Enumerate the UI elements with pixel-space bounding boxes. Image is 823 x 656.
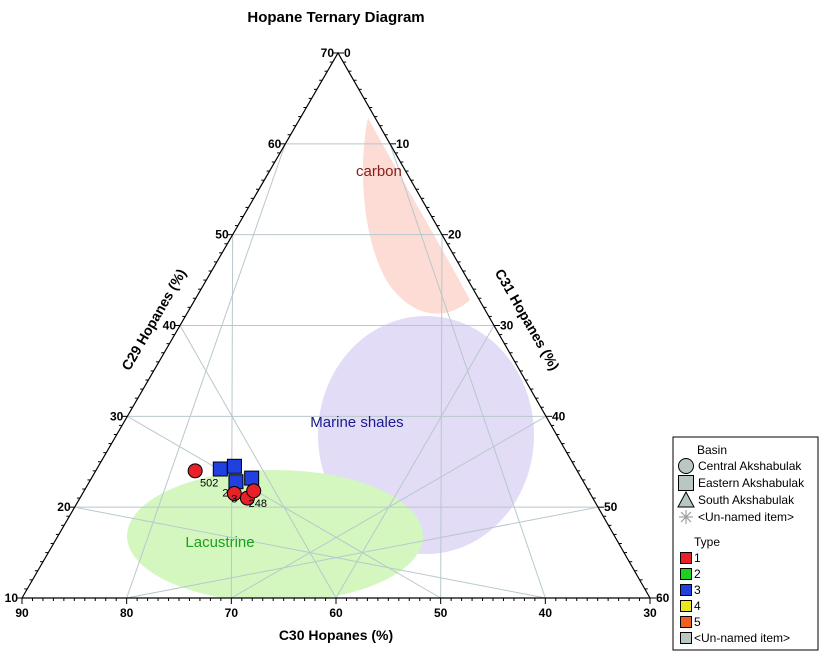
legend-item-label: Eastern Akshabulak (698, 476, 805, 490)
legend-marker (680, 568, 692, 580)
tick-label-left: 50 (215, 228, 229, 242)
left-axis-label: C29 Hopanes (%) (118, 266, 189, 373)
tick-label-right: 0 (344, 46, 351, 60)
tick-label-left: 70 (321, 46, 335, 60)
legend-marker (679, 510, 693, 524)
legend-box (672, 436, 819, 651)
region-label-carbonate: carbon (356, 163, 402, 180)
legend-item-label: Central Akshabulak (698, 459, 802, 473)
tick-label-left: 20 (57, 500, 71, 514)
legend-item-label: 1 (694, 551, 701, 565)
legend-marker (678, 458, 694, 474)
point-label: 248 (249, 498, 267, 510)
tick-label-bottom: 60 (329, 606, 343, 620)
legend-marker (680, 552, 692, 564)
legend-item-label: 4 (694, 599, 701, 613)
region-label-lacustrine: Lacustrine (185, 534, 254, 551)
region-label-marine: Marine shales (310, 414, 403, 431)
tick-label-bottom: 90 (15, 606, 29, 620)
legend-marker (678, 475, 694, 491)
point-label: 2 (222, 487, 228, 499)
tick-label-right: 40 (552, 409, 566, 423)
tick-label-bottom: 50 (434, 606, 448, 620)
tick-label-right: 20 (448, 228, 462, 242)
ticks-layer: 90 80 70 60 50 40 30 10 20 30 40 50 60 70 0 10 20 30 40 50 6… (5, 46, 670, 620)
legend-item-label: 5 (694, 615, 701, 629)
point-label: 502 (200, 477, 218, 489)
data-point (226, 458, 242, 474)
tick-label-left: 10 (5, 591, 19, 605)
legend-item-label: <Un-named item> (698, 510, 794, 524)
legend-item-label: South Akshabulak (698, 493, 795, 507)
tick-label-bottom: 30 (643, 606, 657, 620)
data-point (212, 461, 228, 477)
legend-marker (677, 490, 695, 508)
tick-label-left: 30 (110, 409, 124, 423)
legend-item-label: <Un-named item> (694, 631, 790, 645)
legend-item-label: 2 (694, 567, 701, 581)
region-lacustrine (127, 470, 423, 598)
tick-label-left: 60 (268, 137, 282, 151)
legend-marker (680, 600, 692, 612)
grid-layer (74, 143, 599, 599)
legend-group-title: Type (694, 535, 720, 549)
point-label: 3 (231, 494, 237, 506)
legend: Basin Central Akshabulak Eastern Akshabula… (672, 436, 819, 651)
points-layer: 502 23 248 (187, 458, 267, 510)
tick-label-right: 60 (656, 591, 670, 605)
tick-label-bottom: 80 (120, 606, 134, 620)
grid-line (74, 506, 546, 599)
data-point (187, 463, 203, 479)
legend-marker (680, 584, 692, 596)
data-point (226, 486, 242, 502)
regions-layer (127, 118, 534, 598)
tick-label-right: 10 (396, 137, 410, 151)
tick-label-bottom: 40 (539, 606, 553, 620)
data-point (244, 470, 260, 486)
legend-item-label: 3 (694, 583, 701, 597)
legend-group-title: Basin (697, 443, 727, 457)
tick-label-right: 50 (604, 500, 618, 514)
legend-marker (680, 632, 692, 644)
bottom-axis-label: C30 Hopanes (%) (279, 627, 393, 643)
tick-label-right: 30 (500, 319, 514, 333)
data-point (246, 483, 262, 499)
tick-label-bottom: 70 (225, 606, 239, 620)
legend-marker (680, 616, 692, 628)
tick-label-left: 40 (163, 319, 177, 333)
chart-title: Hopane Ternary Diagram (247, 9, 424, 26)
grid-line (389, 143, 546, 599)
region-carbonate (362, 118, 470, 314)
